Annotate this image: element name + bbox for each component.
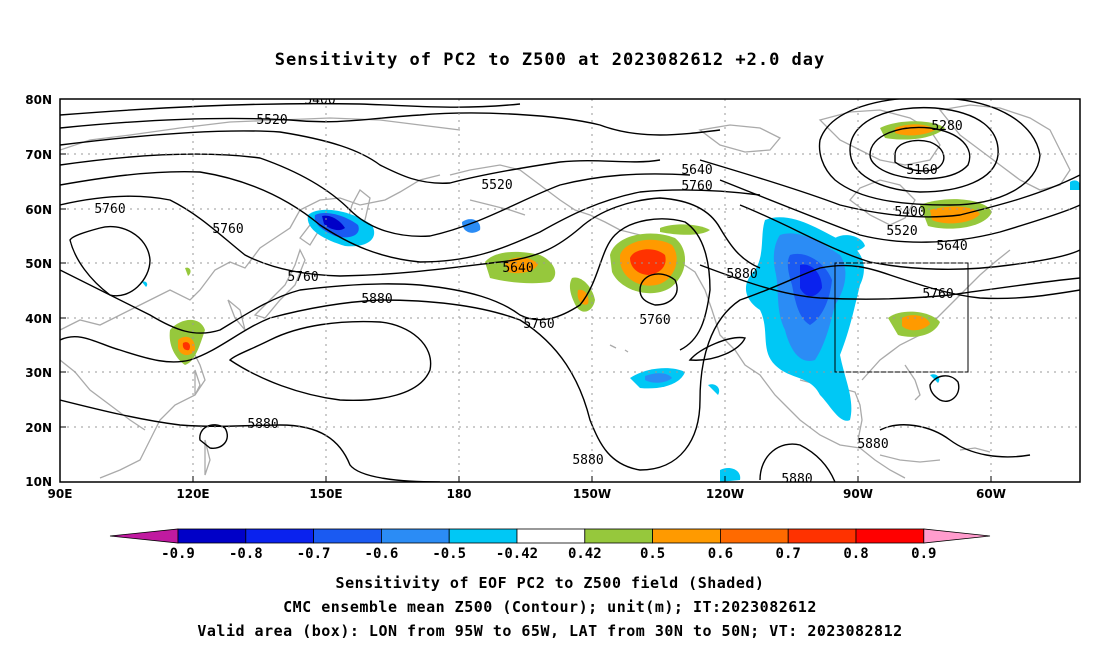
colorbar-label: -0.7 — [297, 546, 331, 562]
contour-label: 5520 — [256, 113, 287, 128]
colorbar-label: -0.9 — [161, 546, 195, 562]
colorbar-label: -0.8 — [229, 546, 263, 562]
z500-contours — [60, 99, 1080, 482]
lat-label: 50N — [25, 257, 52, 271]
contour-label: 5520 — [481, 178, 512, 193]
caption-valid-area: Valid area (box): LON from 95W to 65W, L… — [197, 622, 903, 640]
caption-shaded: Sensitivity of EOF PC2 to Z500 field (Sh… — [335, 574, 765, 592]
shade-positive — [182, 342, 191, 351]
colorbar-segment — [855, 528, 925, 544]
colorbar-segment — [584, 528, 653, 544]
contour-label: 5880 — [726, 267, 757, 282]
colorbar-label: -0.5 — [432, 546, 466, 562]
contour-label: 5880 — [781, 472, 812, 487]
colorbar-arrow-high — [923, 528, 991, 544]
lon-label: 90W — [843, 487, 873, 501]
lon-label: 90E — [48, 487, 73, 501]
colorbar-segment — [720, 528, 789, 544]
lon-label: 120E — [176, 487, 209, 501]
lon-label: 120W — [706, 487, 744, 501]
lon-label: 180 — [446, 487, 471, 501]
colorbar-arrow-low — [109, 528, 179, 544]
shade-positive — [660, 224, 710, 235]
contour-label: 5640 — [681, 163, 712, 178]
colorbar-segment — [245, 528, 315, 544]
colorbar-label: 0.7 — [776, 546, 801, 562]
contour-label: 5760 — [639, 313, 670, 328]
contour-label: 5640 — [936, 239, 967, 254]
contour-label: 5880 — [247, 417, 278, 432]
contour-label: 5760 — [212, 222, 243, 237]
colorbar-label: 0.5 — [640, 546, 665, 562]
contour-label: 5760 — [922, 287, 953, 302]
shade-positive — [902, 315, 930, 331]
contour-label: 5880 — [857, 437, 888, 452]
contour-label: 5760 — [523, 317, 554, 332]
lon-label: 150W — [573, 487, 611, 501]
colorbar-label: 0.42 — [568, 546, 602, 562]
shade-positive — [630, 249, 666, 275]
colorbar: -0.9 -0.8 -0.7 -0.6 -0.5 -0.42 0.42 0.5 0.6 0.7 0.… — [109, 528, 991, 562]
contour-label: 5880 — [572, 453, 603, 468]
lon-label: 60W — [976, 487, 1006, 501]
shade-negative — [142, 281, 148, 287]
caption-contour: CMC ensemble mean Z500 (Contour); unit(m… — [283, 598, 817, 616]
map-border — [59, 98, 1081, 483]
axis-ticks — [60, 153, 992, 482]
chart-title: Sensitivity of PC2 to Z500 at 2023082612… — [274, 50, 826, 70]
gridlines — [60, 99, 1080, 482]
shade-negative — [1070, 180, 1080, 190]
lon-labels: 90E 120E 150E 180 150W 120W 90W 60W — [48, 487, 1006, 501]
shade-positive — [577, 289, 589, 305]
lon-label: 150E — [309, 487, 342, 501]
colorbar-segment — [380, 528, 450, 544]
shade-negative — [322, 215, 345, 231]
contour-label: 5160 — [906, 163, 937, 178]
shade-negative — [800, 264, 822, 297]
colorbar-label: 0.9 — [911, 546, 936, 562]
colorbar-segment — [787, 528, 857, 544]
lat-label: 30N — [25, 366, 52, 380]
shade-negative — [645, 373, 672, 383]
contour-label: 5280 — [931, 119, 962, 134]
lat-label: 20N — [25, 421, 52, 435]
contour-label: 5760 — [287, 270, 318, 285]
colorbar-segment — [448, 528, 518, 544]
lat-label: 60N — [25, 203, 52, 217]
shade-negative — [708, 384, 720, 395]
lat-label: 10N — [25, 475, 52, 489]
lat-label: 70N — [25, 148, 52, 162]
contour-label: 5760 — [681, 179, 712, 194]
shade-positive — [185, 267, 191, 276]
colorbar-segment — [177, 528, 247, 544]
lat-label: 80N — [25, 93, 52, 107]
colorbar-label: -0.42 — [496, 546, 538, 562]
colorbar-segment — [652, 528, 721, 544]
colorbar-label: -0.6 — [365, 546, 399, 562]
lat-labels: 80N 70N 60N 50N 40N 30N 20N 10N — [25, 93, 52, 489]
colorbar-segment — [516, 528, 586, 544]
contour-labels: 5400 5520 5520 5280 5160 5400 5520 5640 … — [94, 93, 967, 487]
sensitivity-shading — [142, 121, 1080, 482]
colorbar-label: 0.6 — [708, 546, 733, 562]
contour-label: 5640 — [502, 261, 533, 276]
colorbar-segment — [313, 528, 382, 544]
map-frame — [60, 99, 1080, 482]
shade-negative — [462, 219, 481, 233]
contour-label: 5520 — [886, 224, 917, 239]
contour-label: 5880 — [361, 292, 392, 307]
shade-positive — [505, 257, 538, 274]
contour-label: 5400 — [894, 205, 925, 220]
contour-label: 5400 — [304, 93, 335, 108]
colorbar-label: 0.8 — [843, 546, 868, 562]
lat-label: 40N — [25, 312, 52, 326]
